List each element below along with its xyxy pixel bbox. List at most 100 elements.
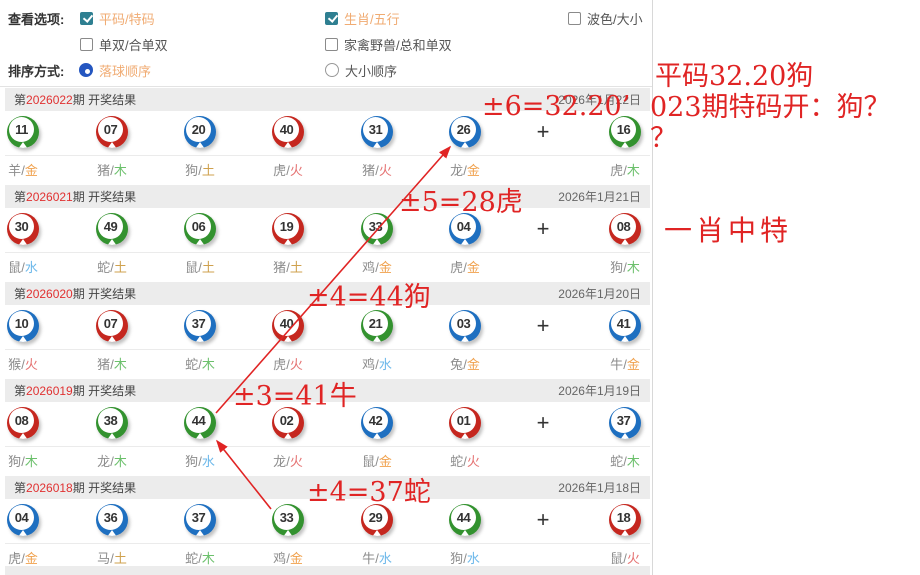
- slash-separator: /: [21, 357, 25, 372]
- radio-label[interactable]: 大小顺序: [345, 63, 398, 79]
- option-label[interactable]: 生肖/五行: [344, 11, 400, 27]
- ball-number: 44: [451, 505, 476, 530]
- checkbox-unchecked-icon[interactable]: [325, 37, 338, 51]
- ball-notch-shape: [107, 239, 117, 245]
- zodiac-char: 蛇: [610, 454, 624, 469]
- radio-label[interactable]: 落球顺序: [99, 63, 152, 79]
- checkbox-unchecked-icon[interactable]: [568, 11, 581, 25]
- ball-number: 08: [611, 214, 636, 239]
- ball-cell: 18 鼠/火: [602, 504, 648, 566]
- ball-number: 41: [611, 311, 636, 336]
- lottery-ball-green: 49: [96, 213, 128, 245]
- lottery-ball-blue: 37: [184, 310, 216, 342]
- lottery-ball-green: 33: [272, 504, 304, 536]
- checkbox-checked-icon[interactable]: [325, 11, 338, 25]
- option-danshuang[interactable]: 单双/合单双: [80, 36, 168, 53]
- row-separator-line: [5, 446, 650, 447]
- option-label[interactable]: 家禽野兽/总和单双: [344, 37, 452, 53]
- zodiac-char: 猪: [97, 357, 111, 372]
- ball-cell: 42 鼠/金: [354, 407, 400, 469]
- zodiac-element-label: 兔/金: [442, 354, 488, 373]
- view-options-label: 查看选项:: [8, 11, 65, 27]
- ball-number: 33: [363, 214, 388, 239]
- ball-cell: 26 龙/金: [442, 116, 488, 178]
- ball-number: 40: [274, 117, 299, 142]
- ball-notch-shape: [107, 433, 117, 439]
- ball-notch-shape: [195, 142, 205, 148]
- ball-notch-shape: [460, 433, 470, 439]
- zodiac-element-label: 狗/土: [177, 160, 223, 179]
- ball-number: 20: [186, 117, 211, 142]
- zodiac-element-label: 狗/水: [442, 548, 488, 567]
- lottery-ball-red: 19: [272, 213, 304, 245]
- lottery-ball-red: 18: [609, 504, 641, 536]
- zodiac-char: 虎: [273, 163, 287, 178]
- ball-cell: 08 狗/木: [0, 407, 46, 469]
- element-char: 火: [24, 357, 38, 372]
- slash-separator: /: [623, 163, 627, 178]
- ball-notch-shape: [195, 239, 205, 245]
- ball-number: 10: [9, 311, 34, 336]
- checkbox-checked-icon[interactable]: [80, 11, 93, 25]
- ball-number: 04: [9, 505, 34, 530]
- radio-luoqiu-order[interactable]: 落球顺序: [79, 62, 152, 79]
- ball-number: 07: [98, 117, 123, 142]
- ball-cell: 37 蛇/木: [602, 407, 648, 469]
- option-bose-daxiao[interactable]: 波色/大小: [568, 10, 643, 27]
- zodiac-element-label: 猴/火: [0, 354, 46, 373]
- option-label[interactable]: 平码/特码: [99, 11, 155, 27]
- lottery-ball-blue: 37: [609, 407, 641, 439]
- zodiac-element-label: 鼠/土: [177, 257, 223, 276]
- ball-notch-shape: [372, 433, 382, 439]
- option-jiaqin-yeshou[interactable]: 家禽野兽/总和单双: [325, 36, 452, 53]
- zodiac-char: 狗: [610, 260, 624, 275]
- zodiac-char: 猪: [273, 260, 287, 275]
- radio-selected-icon[interactable]: [79, 63, 93, 77]
- ball-notch-shape: [460, 530, 470, 536]
- radio-daxiao-order[interactable]: 大小顺序: [325, 62, 398, 79]
- ball-notch-shape: [18, 336, 28, 342]
- zodiac-char: 狗: [450, 551, 464, 566]
- lottery-ball-green: 06: [184, 213, 216, 245]
- lottery-ball-blue: 03: [449, 310, 481, 342]
- element-char: 金: [24, 163, 38, 178]
- radio-unselected-icon[interactable]: [325, 63, 339, 77]
- draw-result-row: 第2026019期 开奖结果 2026年1月19日 08 狗/木 38 龙/木 44 狗/…: [0, 379, 652, 476]
- ball-number: 44: [186, 408, 211, 433]
- issue-number: 2026020: [26, 287, 73, 301]
- ball-number: 31: [363, 117, 388, 142]
- zodiac-element-label: 鼠/金: [354, 451, 400, 470]
- zodiac-element-label: 蛇/火: [442, 451, 488, 470]
- ball-number: 08: [9, 408, 34, 433]
- annotation-plus5: ±5=28虎: [399, 187, 523, 218]
- slash-separator: /: [286, 454, 290, 469]
- ball-number: 49: [98, 214, 123, 239]
- ball-cell: 41 牛/金: [602, 310, 648, 372]
- ball-notch-shape: [620, 530, 630, 536]
- draw-issue-title: 第2026021期 开奖结果: [14, 190, 137, 204]
- element-char: 金: [466, 163, 480, 178]
- draw-row-header: 第2026018期 开奖结果 2026年1月18日: [5, 476, 650, 499]
- ball-number: 19: [274, 214, 299, 239]
- ball-cell: 01 蛇/火: [442, 407, 488, 469]
- ball-number: 42: [363, 408, 388, 433]
- element-char: 火: [466, 454, 480, 469]
- slash-separator: /: [463, 260, 467, 275]
- view-options-bar: 查看选项: 平码/特码 生肖/五行 波色/大小 单双/合单双 家禽野兽/总和单双…: [0, 0, 652, 87]
- ball-notch-shape: [283, 336, 293, 342]
- option-label[interactable]: 波色/大小: [587, 11, 643, 27]
- option-pingma-tema[interactable]: 平码/特码: [80, 10, 155, 27]
- element-char: 木: [24, 454, 38, 469]
- side-note-question: ？: [650, 123, 677, 154]
- element-char: 木: [626, 163, 640, 178]
- ball-notch-shape: [372, 336, 382, 342]
- draw-result-row: 第2026022期 开奖结果 2026年1月22日 11 羊/金 07 猪/木 20 狗/…: [0, 88, 652, 185]
- checkbox-unchecked-icon[interactable]: [80, 37, 93, 51]
- element-char: 金: [466, 357, 480, 372]
- draw-issue-title: 第2026019期 开奖结果: [14, 384, 137, 398]
- option-label[interactable]: 单双/合单双: [99, 37, 168, 53]
- option-shengxiao-wuxing[interactable]: 生肖/五行: [325, 10, 400, 27]
- ball-cell: 38 龙/木: [89, 407, 135, 469]
- element-char: 水: [378, 551, 392, 566]
- zodiac-char: 鸡: [362, 357, 376, 372]
